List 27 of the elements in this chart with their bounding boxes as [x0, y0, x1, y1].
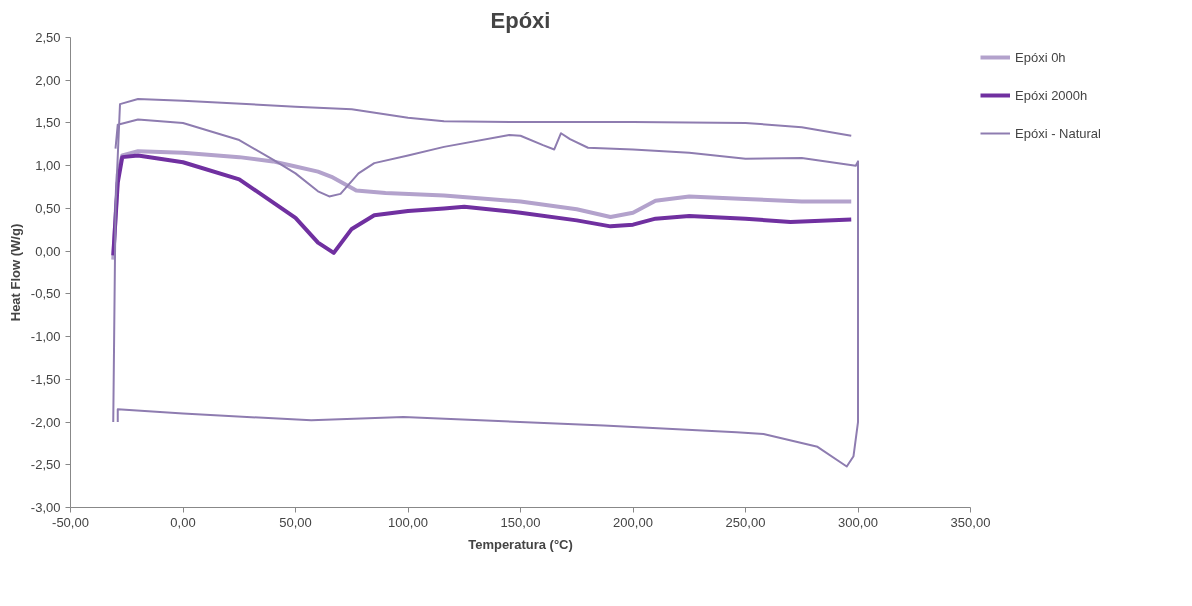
y-tick-label: -2,00 [30, 414, 61, 430]
x-tick-label: 0,00 [170, 514, 196, 530]
x-tick-label: 50,00 [279, 514, 312, 530]
y-tick-label: 1,50 [35, 115, 61, 131]
y-tick-label: 2,50 [35, 30, 61, 45]
y-tick-label: 1,00 [35, 158, 61, 174]
legend-label: Epóxi - Natural [1015, 125, 1101, 141]
x-tick-label: 100,00 [388, 514, 428, 530]
y-tick-label: -0,50 [30, 286, 61, 302]
y-tick-label: -3,00 [30, 500, 61, 515]
y-tick-label: -1,50 [30, 371, 61, 387]
x-tick-label: 150,00 [500, 514, 541, 530]
y-tick-label: 0,50 [35, 200, 61, 216]
y-axis-title: Heat Flow (W/g) [7, 223, 23, 322]
y-tick-label: 2,00 [35, 72, 61, 88]
legend-label: Epóxi 0h [1015, 49, 1066, 65]
x-tick-label: 200,00 [613, 514, 653, 530]
legend-label: Epóxi 2000h [1015, 87, 1088, 103]
x-tick-label: 300,00 [838, 514, 878, 530]
y-tick-label: -2,50 [30, 457, 61, 473]
y-tick-label: -1,00 [30, 329, 61, 345]
x-tick-label: 250,00 [725, 514, 766, 530]
x-tick-label: -50,00 [52, 514, 89, 530]
x-tick-label: 350,00 [950, 514, 991, 530]
y-tick-label: 0,00 [35, 243, 61, 259]
chart-title: Epóxi [490, 7, 551, 33]
x-axis-title: Temperatura (°C) [468, 536, 573, 552]
